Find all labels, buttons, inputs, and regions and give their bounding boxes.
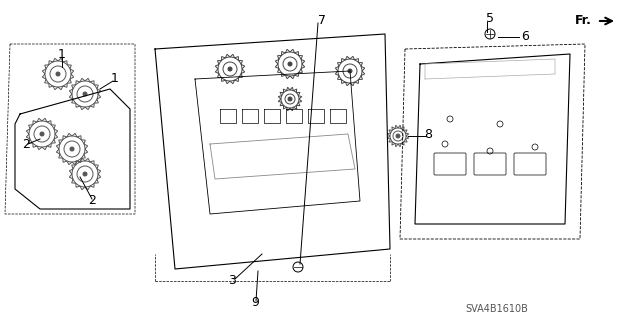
Text: 7: 7 [318, 14, 326, 27]
Circle shape [83, 92, 87, 96]
Text: Fr.: Fr. [575, 14, 592, 27]
Text: SVA4B1610B: SVA4B1610B [465, 304, 529, 314]
Text: 5: 5 [486, 12, 494, 26]
Circle shape [228, 67, 232, 71]
Text: 6: 6 [521, 29, 529, 42]
Circle shape [56, 72, 60, 76]
Text: 3: 3 [228, 275, 236, 287]
Text: 9: 9 [251, 296, 259, 309]
Text: 1: 1 [58, 48, 66, 61]
Text: 2: 2 [88, 195, 96, 207]
Circle shape [396, 134, 400, 138]
Circle shape [288, 62, 292, 66]
Circle shape [288, 97, 292, 101]
Circle shape [40, 132, 44, 136]
Text: 1: 1 [111, 72, 119, 85]
Circle shape [70, 147, 74, 151]
Circle shape [348, 69, 352, 73]
Circle shape [83, 172, 87, 176]
Text: 8: 8 [424, 128, 432, 140]
Text: 2: 2 [22, 137, 30, 151]
